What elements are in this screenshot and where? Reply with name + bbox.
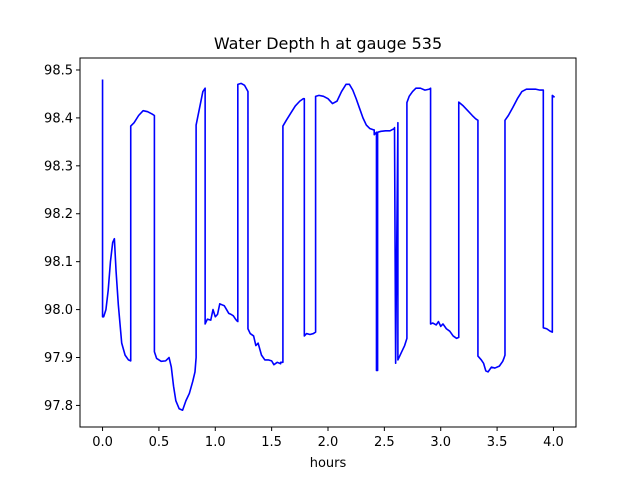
x-axis: 0.0 0.5 1.0 1.5 2.0 2.5 3.0 3.5 4.0 — [92, 427, 564, 450]
x-tick-label: 1.5 — [261, 435, 282, 450]
x-tick-label: 0.0 — [92, 435, 113, 450]
y-tick-label: 98.0 — [44, 303, 73, 318]
x-tick-label: 2.5 — [374, 435, 395, 450]
y-tick-label: 98.4 — [44, 111, 73, 126]
plot-area — [101, 79, 556, 412]
x-tick-label: 0.5 — [149, 435, 170, 450]
x-tick-label: 3.0 — [430, 435, 451, 450]
y-tick-label: 98.1 — [44, 255, 73, 270]
x-axis-label: hours — [310, 456, 347, 471]
series-line-0 — [101, 79, 556, 412]
y-axis: 97.8 97.9 98.0 98.1 98.2 98.3 98.4 98.5 — [44, 63, 80, 414]
x-tick-label: 3.5 — [487, 435, 508, 450]
x-tick-label: 4.0 — [543, 435, 564, 450]
x-tick-label: 1.0 — [205, 435, 226, 450]
x-tick-label: 2.0 — [318, 435, 339, 450]
chart-title: Water Depth h at gauge 535 — [214, 34, 442, 53]
y-tick-label: 98.2 — [44, 207, 73, 222]
y-tick-label: 98.3 — [44, 159, 73, 174]
y-tick-label: 97.9 — [44, 351, 73, 366]
y-tick-label: 98.5 — [44, 63, 73, 78]
y-tick-label: 97.8 — [44, 399, 73, 414]
